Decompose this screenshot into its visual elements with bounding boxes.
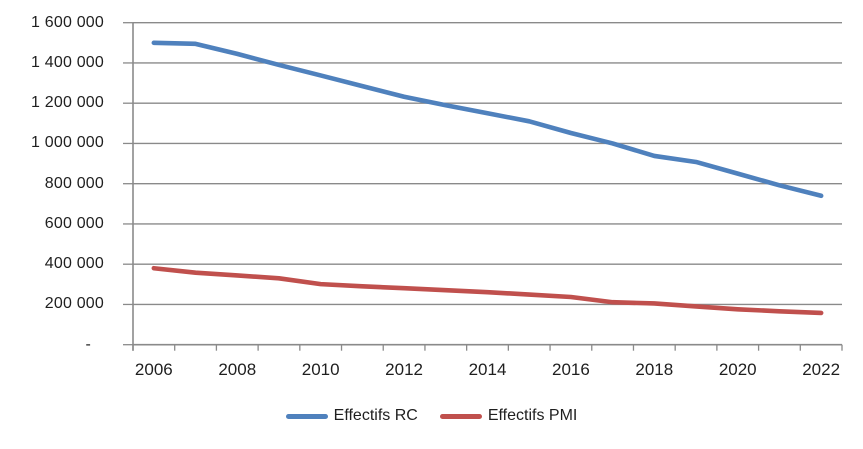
legend-label-effectifs-pmi: Effectifs PMI (487, 407, 578, 424)
x-tick-label: 2016 (551, 360, 590, 379)
series-line-effectifs-pmi (151, 265, 824, 316)
legend-line-swatch-rc (285, 413, 328, 419)
y-tick-label: 1 600 000 (31, 13, 104, 31)
x-tick-label: 2012 (385, 360, 423, 379)
y-tick-label: 600 000 (44, 214, 104, 232)
y-tick-label: 1 200 000 (31, 94, 104, 112)
x-tick-label: 2006 (134, 360, 173, 379)
legend-item-effectifs-rc[interactable]: Effectifs RC (285, 406, 418, 426)
x-tick-label: 2010 (301, 360, 340, 379)
y-tick-label: 400 000 (44, 255, 104, 273)
x-tick-label: 2014 (468, 360, 507, 379)
x-tick-label: 2022 (802, 360, 841, 379)
legend-line-swatch-pmi (439, 413, 482, 419)
y-tick-label: 1 400 000 (31, 53, 104, 71)
chart-legend: Effectifs RC Effectifs PMI (0, 406, 863, 426)
y-tick-label: - (85, 335, 91, 353)
y-tick-label: 200 000 (44, 295, 104, 313)
y-tick-label: 1 000 000 (31, 134, 104, 152)
legend-label-effectifs-rc: Effectifs RC (333, 407, 418, 424)
x-tick-label: 2008 (218, 360, 257, 379)
x-tick-label: 2020 (718, 360, 757, 379)
legend-item-effectifs-pmi[interactable]: Effectifs PMI (439, 406, 578, 426)
y-tick-label: 800 000 (44, 174, 104, 192)
x-tick-label: 2018 (635, 360, 674, 379)
series-line-effectifs-rc (151, 40, 824, 199)
